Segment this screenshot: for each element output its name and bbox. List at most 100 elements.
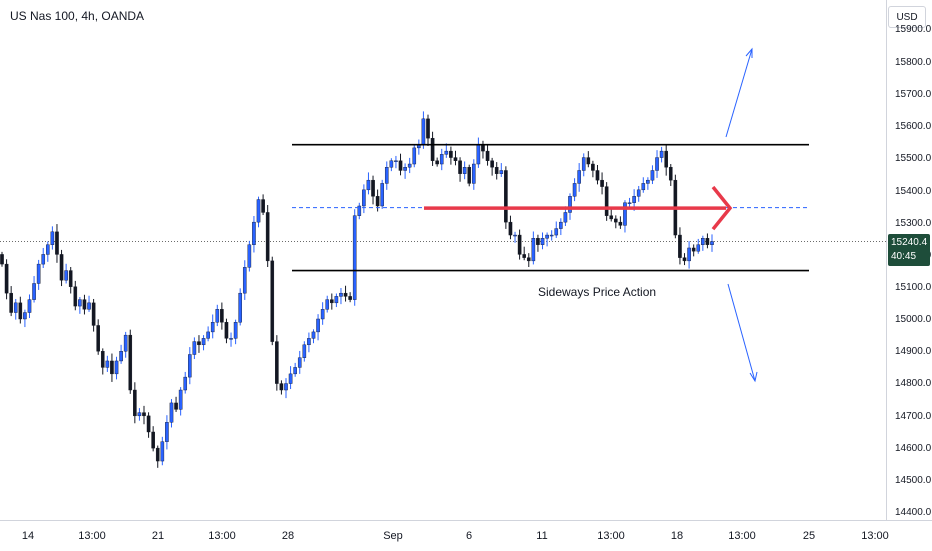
price-tick: 14600.0: [895, 442, 932, 454]
candle-bull: [545, 234, 549, 239]
candle-bear: [609, 215, 614, 220]
candle-bear: [265, 212, 270, 262]
price-tick: 14700.0: [895, 410, 932, 422]
candle-bull: [572, 183, 577, 197]
candle-bull: [632, 196, 636, 203]
price-tick: 14900.0: [895, 346, 932, 357]
time-tick: 14: [21, 530, 35, 542]
candle-bear: [151, 431, 155, 449]
chart-svg[interactable]: [0, 0, 886, 520]
candle-bull: [288, 373, 293, 384]
candle-bear: [490, 160, 494, 168]
candle-bull: [192, 341, 197, 355]
candle-bull: [307, 338, 311, 346]
candle-bear: [481, 144, 485, 152]
candle-bull: [696, 244, 701, 252]
candle-bull: [559, 221, 563, 229]
candle-bull: [462, 167, 467, 174]
candle-bull: [238, 292, 242, 323]
price-tick: 15800.0: [895, 56, 932, 68]
time-tick: 18: [670, 530, 684, 542]
candle-bull: [444, 150, 449, 155]
sideways-annotation-label[interactable]: Sideways Price Action: [538, 285, 657, 299]
candle-bull: [284, 383, 288, 391]
candle-bear: [526, 257, 531, 262]
candle-bull: [210, 322, 215, 333]
price-tick: 15900.0: [895, 24, 932, 35]
candle-bear: [128, 334, 133, 391]
candle-bull: [320, 309, 325, 320]
currency-button[interactable]: USD: [888, 6, 926, 28]
candle-bear: [59, 254, 64, 281]
price-tick: 14500.0: [895, 474, 932, 486]
candle-bull: [105, 360, 110, 368]
candle-bull: [357, 205, 362, 216]
candle-bear: [586, 157, 591, 165]
candle-bear: [371, 179, 375, 197]
current-price-value: 15240.4: [891, 237, 928, 248]
candle-bull: [297, 357, 302, 368]
candle-bear: [449, 150, 453, 158]
candle-bull: [659, 150, 664, 158]
candle-bull: [380, 183, 384, 207]
price-tick: 15100.0: [895, 281, 932, 293]
candle-bull: [540, 238, 545, 245]
candle-bear: [0, 254, 4, 265]
candle-bear: [55, 231, 59, 255]
price-tick: 15700.0: [895, 88, 932, 100]
candle-bear: [142, 412, 146, 417]
time-tick: 11: [536, 530, 548, 542]
candle-bull: [123, 334, 128, 352]
candle-bull: [577, 170, 581, 184]
candle-bear: [133, 389, 137, 417]
sideways-arrow-head: [711, 185, 733, 231]
candle-bull: [412, 147, 417, 165]
symbol-title[interactable]: US Nas 100, 4h, OANDA: [8, 8, 147, 24]
time-tick: 13:00: [78, 530, 106, 542]
candle-bear: [4, 263, 9, 294]
candle-bear: [591, 163, 595, 171]
candle-bear: [261, 199, 265, 213]
candle-bull: [549, 234, 554, 237]
candle-bear: [435, 160, 439, 165]
candle-bull: [302, 344, 307, 358]
price-tick: 15500.0: [895, 153, 932, 164]
candle-bear: [504, 170, 508, 223]
candle-bull: [407, 163, 412, 168]
candle-bull: [394, 160, 398, 162]
candle-bear: [330, 299, 334, 304]
price-tick: 15000.0: [895, 313, 932, 325]
candle-bear: [279, 383, 284, 391]
candle-bull: [50, 231, 55, 245]
candle-bull: [499, 170, 504, 174]
time-scale[interactable]: [0, 520, 932, 551]
candle-bear: [614, 218, 618, 223]
candle-bull: [206, 331, 210, 339]
candle-bear: [668, 167, 673, 181]
candle-bear: [604, 186, 609, 216]
candle-bull: [627, 202, 632, 204]
bar-countdown: 40:45: [891, 251, 917, 262]
candle-bear: [682, 257, 687, 262]
candle-bull: [439, 154, 444, 165]
candle-bull: [636, 189, 641, 197]
candle-bear: [100, 351, 105, 368]
candle-bull: [334, 296, 339, 304]
candle-bull: [160, 441, 165, 462]
candle-bear: [430, 137, 435, 161]
time-tick: 13:00: [208, 530, 236, 542]
candle-bull: [581, 157, 586, 171]
candle-bull: [78, 299, 82, 307]
candle-bear: [68, 270, 73, 287]
candle-bull: [46, 244, 50, 255]
candle-bear: [522, 254, 526, 258]
chart-canvas[interactable]: US Nas 100, 4h, OANDA Sideways Price Act…: [0, 0, 886, 520]
price-tick: 15400.0: [895, 185, 932, 197]
candle-bull: [476, 144, 481, 165]
candle-bull: [293, 367, 297, 375]
price-tick: 14800.0: [895, 378, 932, 389]
candle-bull: [188, 354, 192, 378]
candle-bull: [119, 351, 123, 362]
candle-bull: [201, 338, 206, 346]
candle-bull: [215, 309, 220, 323]
